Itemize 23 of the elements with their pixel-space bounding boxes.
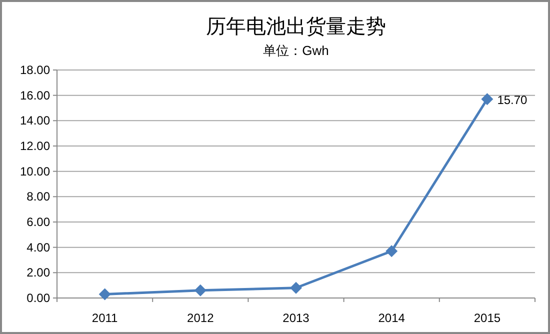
chart-title: 历年电池出货量走势 [206,14,386,38]
point [481,93,494,106]
chart-subtitle: 单位：Gwh [263,43,329,58]
y-tick-label: 16.00 [20,88,50,102]
point [290,282,302,294]
y-tick-label: 18.00 [20,63,50,77]
y-tick-label: 8.00 [26,190,50,204]
x-tick-label: 2015 [474,311,501,325]
point [386,245,398,258]
x-tick-label: 2011 [92,311,118,325]
y-tick-label: 12.00 [20,139,50,153]
y-tick-label: 6.00 [26,215,50,229]
y-tick-label: 14.00 [20,114,50,128]
x-tick-label: 2013 [282,311,310,325]
point [98,288,111,300]
y-tick-label: 4.00 [26,240,50,254]
y-tick-label: 2.00 [26,266,50,280]
y-tick-label: 10.00 [20,164,50,178]
x-tick-label: 2014 [378,311,406,325]
point [194,284,206,296]
x-tick-label: 2012 [187,311,214,325]
y-tick-label: 0.00 [26,291,50,305]
data-label: 15.70 [497,93,528,108]
